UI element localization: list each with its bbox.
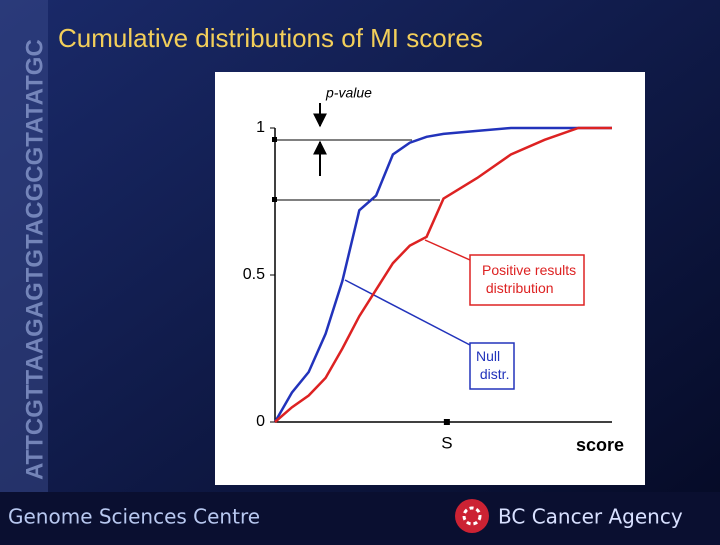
pointer bbox=[424, 239, 471, 261]
legend-label: Positive results distribution bbox=[482, 262, 576, 296]
legend-box bbox=[469, 254, 585, 306]
side-strip bbox=[0, 0, 48, 492]
line bbox=[274, 126, 612, 423]
x-marker-label: S bbox=[441, 433, 452, 452]
side-text: ATTCGTTAAGAGTGTACGCGTATATGC bbox=[21, 39, 48, 480]
logo bbox=[455, 499, 489, 533]
footer-bar bbox=[0, 492, 720, 540]
pointer bbox=[344, 279, 471, 346]
legend-label: Null distr. bbox=[476, 348, 509, 382]
x-marker bbox=[443, 419, 450, 425]
logo-mark bbox=[462, 506, 482, 526]
y-tick-label: 0.5 bbox=[243, 266, 265, 283]
x-axis-label: score bbox=[576, 435, 624, 455]
footer-right: BC Cancer Agency bbox=[498, 505, 683, 529]
p-point bbox=[272, 137, 277, 142]
legend-box bbox=[469, 342, 515, 390]
slide-title: Cumulative distributions of MI scores bbox=[58, 23, 483, 53]
y-tick-label: 0 bbox=[256, 413, 265, 430]
y-tick-label: 1 bbox=[256, 119, 265, 136]
footer-left: Genome Sciences Centre bbox=[8, 505, 260, 529]
line bbox=[273, 126, 612, 423]
p-point bbox=[272, 197, 277, 202]
annotation: p-value bbox=[325, 85, 372, 101]
